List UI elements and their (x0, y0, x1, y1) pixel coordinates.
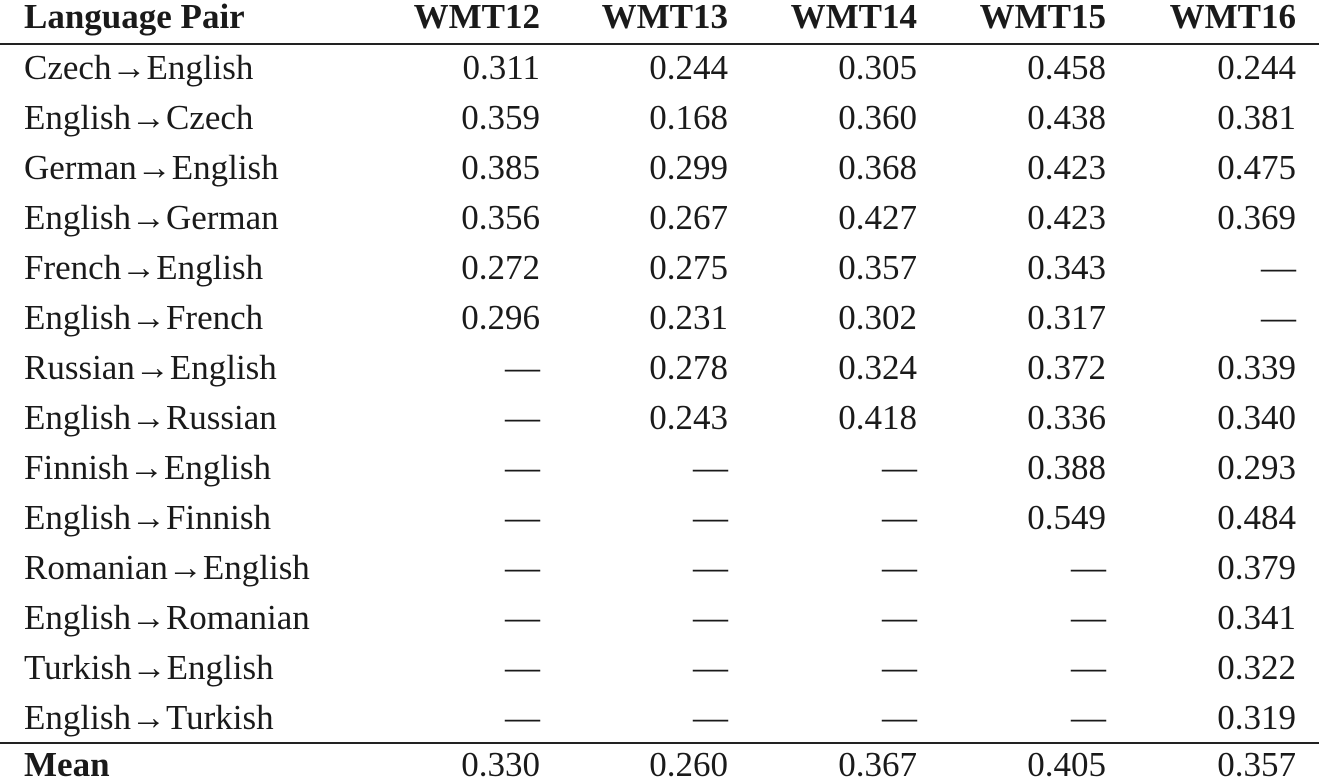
row-label: Finnish→English (24, 448, 271, 487)
value-cell: 0.475 (1217, 148, 1296, 187)
value-cell: 0.244 (1217, 48, 1296, 87)
value-cell: 0.385 (461, 148, 540, 187)
value-cell: — (505, 548, 540, 587)
value-cell: 0.343 (1027, 248, 1106, 287)
row-label: English→Finnish (24, 498, 271, 537)
value-cell: — (505, 448, 540, 487)
value-cell: — (505, 348, 540, 387)
value-cell: 0.357 (838, 248, 917, 287)
value-cell: — (693, 648, 728, 687)
value-cell: 0.549 (1027, 498, 1106, 537)
row-label: German→English (24, 148, 279, 187)
value-cell: — (693, 548, 728, 587)
footer-label: Mean (24, 745, 110, 780)
value-cell: — (505, 598, 540, 637)
value-cell: 0.379 (1217, 548, 1296, 587)
mean-cell: 0.405 (1027, 745, 1106, 780)
value-cell: 0.369 (1217, 198, 1296, 237)
row-label: English→Czech (24, 98, 254, 137)
row-label: English→Turkish (24, 698, 274, 737)
value-cell: 0.427 (838, 198, 917, 237)
value-cell: 0.423 (1027, 198, 1106, 237)
value-cell: — (693, 498, 728, 537)
value-cell: 0.359 (461, 98, 540, 137)
row-label: English→French (24, 298, 264, 337)
mean-rule (0, 742, 1319, 744)
value-cell: 0.438 (1027, 98, 1106, 137)
value-cell: 0.299 (649, 148, 728, 187)
value-cell: — (693, 698, 728, 737)
value-cell: 0.381 (1217, 98, 1296, 137)
value-cell: 0.293 (1217, 448, 1296, 487)
value-cell: — (882, 598, 917, 637)
row-label: English→Russian (24, 398, 277, 437)
value-cell: 0.340 (1217, 398, 1296, 437)
value-cell: — (882, 548, 917, 587)
header-cell: WMT13 (601, 0, 728, 36)
value-cell: 0.341 (1217, 598, 1296, 637)
row-label: Russian→English (24, 348, 277, 387)
value-cell: 0.278 (649, 348, 728, 387)
value-cell: — (1071, 598, 1106, 637)
value-cell: 0.168 (649, 98, 728, 137)
value-cell: — (882, 698, 917, 737)
value-cell: — (693, 448, 728, 487)
row-label: Czech→English (24, 48, 254, 87)
header-cell: Language Pair (24, 0, 245, 36)
value-cell: 0.296 (461, 298, 540, 337)
header-cell: WMT12 (413, 0, 540, 36)
mean-cell: 0.330 (461, 745, 540, 780)
value-cell: 0.311 (462, 48, 540, 87)
header-cell: WMT15 (979, 0, 1106, 36)
value-cell: — (1071, 548, 1106, 587)
value-cell: — (505, 698, 540, 737)
value-cell: 0.388 (1027, 448, 1106, 487)
value-cell: 0.243 (649, 398, 728, 437)
value-cell: — (505, 648, 540, 687)
value-cell: 0.458 (1027, 48, 1106, 87)
row-label: Turkish→English (24, 648, 274, 687)
value-cell: — (882, 498, 917, 537)
value-cell: 0.336 (1027, 398, 1106, 437)
value-cell: — (693, 598, 728, 637)
value-cell: 0.272 (461, 248, 540, 287)
value-cell: — (1261, 298, 1296, 337)
value-cell: 0.305 (838, 48, 917, 87)
value-cell: — (1071, 698, 1106, 737)
value-cell: — (505, 398, 540, 437)
header-cell: WMT14 (790, 0, 917, 36)
mean-cell: 0.357 (1217, 745, 1296, 780)
row-label: English→Romanian (24, 598, 310, 637)
row-label: English→German (24, 198, 279, 237)
value-cell: 0.317 (1027, 298, 1106, 337)
top-rule (0, 43, 1319, 45)
value-cell: 0.324 (838, 348, 917, 387)
value-cell: — (1071, 648, 1106, 687)
value-cell: — (505, 498, 540, 537)
value-cell: 0.372 (1027, 348, 1106, 387)
value-cell: 0.356 (461, 198, 540, 237)
value-cell: 0.244 (649, 48, 728, 87)
row-label: French→English (24, 248, 264, 287)
value-cell: — (882, 448, 917, 487)
value-cell: 0.339 (1217, 348, 1296, 387)
value-cell: 0.484 (1217, 498, 1296, 537)
value-cell: 0.275 (649, 248, 728, 287)
value-cell: 0.322 (1217, 648, 1296, 687)
value-cell: — (882, 648, 917, 687)
value-cell: 0.418 (838, 398, 917, 437)
value-cell: 0.267 (649, 198, 728, 237)
value-cell: 0.231 (649, 298, 728, 337)
value-cell: — (1261, 248, 1296, 287)
header-cell: WMT16 (1169, 0, 1296, 36)
value-cell: 0.423 (1027, 148, 1106, 187)
mean-cell: 0.260 (649, 745, 728, 780)
value-cell: 0.360 (838, 98, 917, 137)
mean-cell: 0.367 (838, 745, 917, 780)
row-label: Romanian→English (24, 548, 310, 587)
value-cell: 0.368 (838, 148, 917, 187)
value-cell: 0.302 (838, 298, 917, 337)
value-cell: 0.319 (1217, 698, 1296, 737)
